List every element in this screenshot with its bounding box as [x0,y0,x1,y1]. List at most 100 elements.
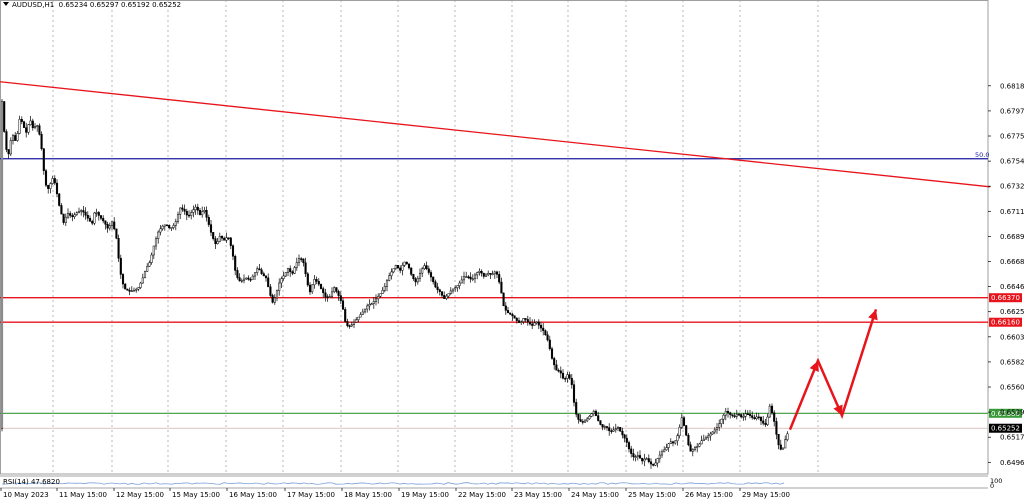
candle-body [423,265,426,269]
candle-body [764,423,767,425]
candle-body [568,374,571,379]
price-tick-label: 0.66035 [1000,333,1024,341]
candle-body [183,208,186,212]
candle-body [49,183,52,189]
candle-body [58,193,61,206]
candle-body [724,411,727,416]
candle-body [357,316,360,320]
candle-body [73,214,76,218]
candle-body [561,372,565,379]
candle-body [680,417,683,428]
candle-body [630,448,633,454]
candle-body [432,276,435,283]
candle-body [669,441,672,445]
candle-body [366,305,369,310]
rsi-line [1,482,785,485]
time-label: 11 May 15:00 [59,491,107,499]
candle-body [293,267,296,274]
candle-body [86,214,89,219]
level-tag-resistance [989,317,1022,327]
candle-body [66,213,70,218]
candle-body [146,266,149,272]
candle-body [625,437,628,443]
candle-body [319,283,323,289]
candle-body [434,281,437,288]
candle-body [119,257,122,275]
candle-body [260,269,263,274]
candle-body [768,405,771,418]
candle-body [451,288,455,292]
projection-path [788,309,878,431]
candle-body [236,270,239,278]
candle-body [663,449,666,453]
time-label: 23 May 15:00 [514,491,562,499]
candle-body [720,418,723,424]
candle-body [64,216,67,223]
candle-body [91,221,94,224]
candle-body [779,444,782,450]
candle-body [533,322,536,326]
candle-body [711,431,714,435]
candle-body [722,414,725,420]
candle-body [264,275,268,279]
candle-body [220,236,224,239]
arrow-head-down [833,404,843,416]
candle-body [473,274,477,280]
candle-body [330,291,334,297]
candle-body [51,178,54,184]
candle-body [286,268,290,273]
plot-frame [0,0,989,475]
candle-body [399,267,402,271]
candle-body [379,293,382,297]
candle-body [548,339,551,350]
candle-body [740,414,743,418]
candle-body [192,209,195,213]
candle-body [372,301,375,304]
candle-body [300,258,303,260]
candle-body [718,423,721,428]
candle-body [566,374,569,379]
candle-body [341,300,345,310]
time-axis: 10 May 2023 11 May 15:00 12 May 15:00 15 Ma… [0,487,988,499]
candle-body [139,282,142,288]
candle-body [636,455,639,457]
candle-body [515,318,518,321]
candle-body [544,330,547,336]
candle-body [392,268,395,273]
candle-body [350,324,353,327]
candle-body [289,268,292,272]
candle-body [247,277,250,280]
candle-body [700,440,703,445]
time-label: 15 May 15:00 [172,491,220,499]
candle-body [784,439,787,449]
candle-body [130,290,133,292]
candle-body [748,414,752,416]
candle-body [284,272,287,277]
candle-body [704,437,708,440]
candle-body [27,124,30,133]
candle-body [337,291,340,296]
candle-body [84,211,87,216]
candle-body [106,224,109,229]
candle-body [218,236,221,242]
collapse-triangle-icon[interactable] [3,2,9,6]
time-label: 19 May 15:00 [401,491,449,499]
candle-body [773,412,776,422]
rsi-label: RSI(14) 47.6820 [3,478,60,486]
candle-body [370,303,373,305]
candle-body [229,237,232,246]
level-tag-label: 0.65380 [991,410,1020,418]
candle-body [333,287,336,293]
candle-body [766,416,769,425]
candle-body [658,454,661,459]
candle-body [729,412,732,415]
candle-body [93,212,96,224]
candle-body [190,212,193,216]
candle-body [0,101,4,429]
candle-body [588,416,591,420]
candle-body [528,321,532,325]
candle-body [407,263,411,269]
candle-body [29,120,32,125]
